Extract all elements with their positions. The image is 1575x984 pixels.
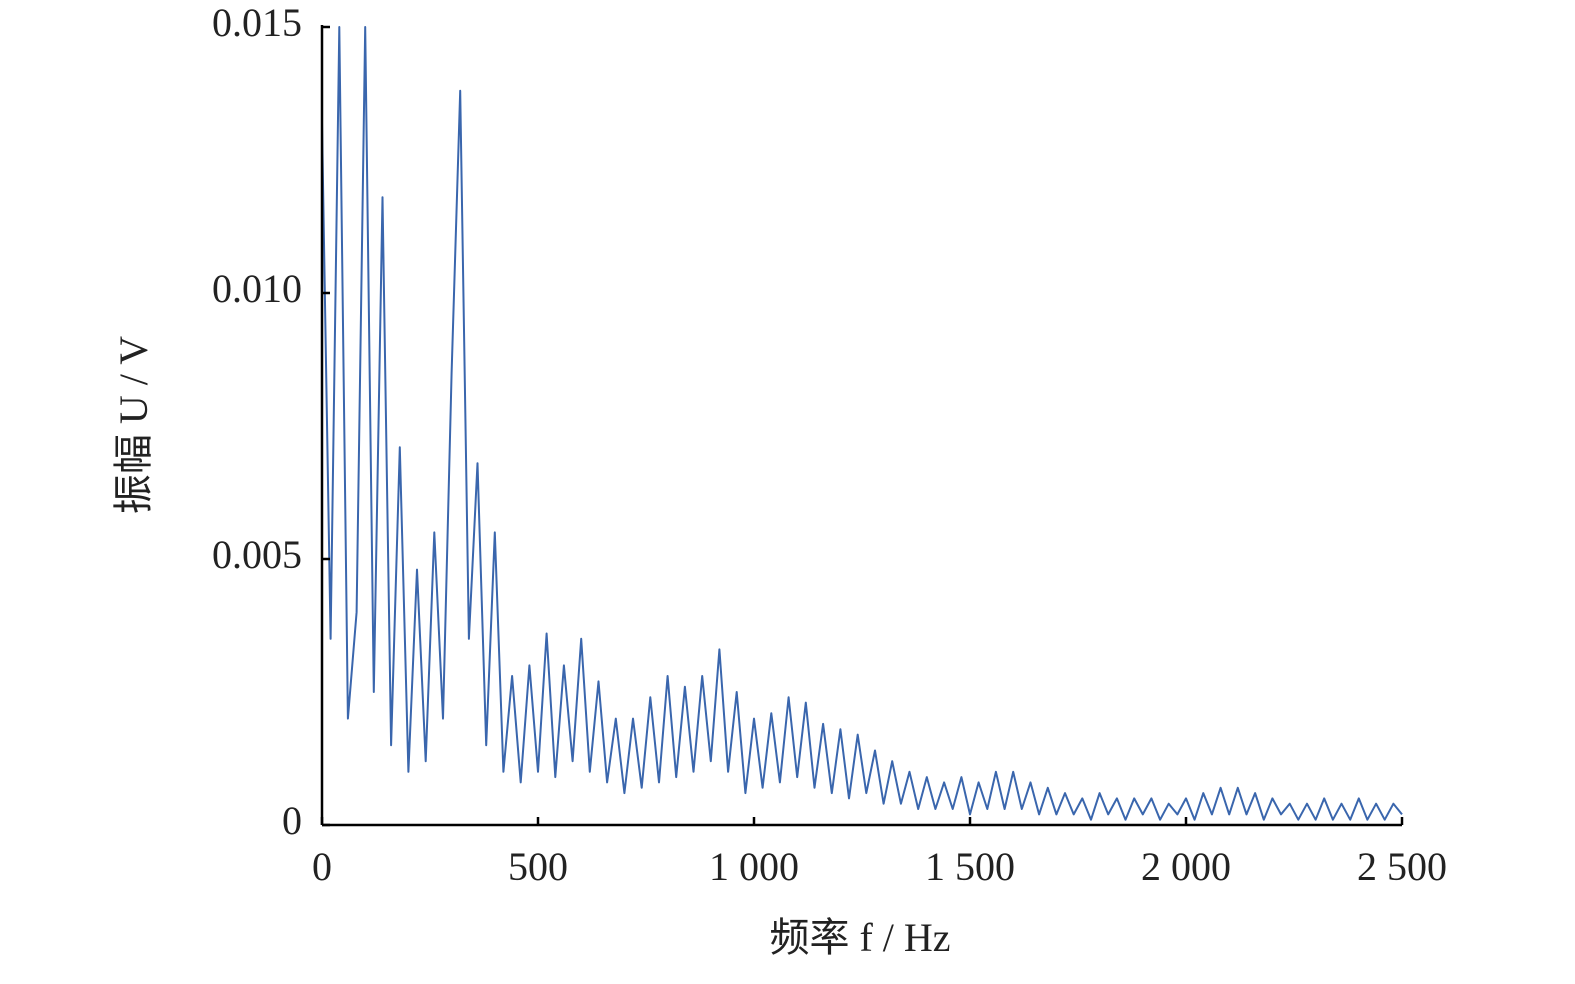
- x-tick-label: 1 500: [925, 844, 1015, 889]
- x-tick-label: 0: [312, 844, 332, 889]
- y-axis-label: 振幅 U / V: [111, 336, 156, 514]
- x-tick-label: 1 000: [709, 844, 799, 889]
- x-axis-label: 频率 f / Hz: [769, 915, 950, 960]
- y-tick-label: 0.015: [212, 0, 302, 45]
- spectrum-line: [321, 26, 1403, 821]
- x-tick-label: 500: [508, 844, 568, 889]
- y-tick-label: 0: [282, 798, 302, 843]
- y-tick-label: 0.005: [212, 532, 302, 577]
- x-tick-label: 2 500: [1357, 844, 1447, 889]
- y-tick-label: 0.010: [212, 266, 302, 311]
- x-tick-label: 2 000: [1141, 844, 1231, 889]
